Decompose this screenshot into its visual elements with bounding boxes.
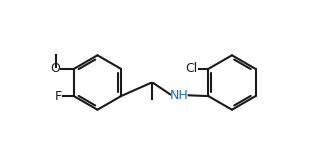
Text: NH: NH	[170, 89, 189, 102]
Text: Cl: Cl	[185, 62, 198, 75]
Text: O: O	[50, 62, 60, 75]
Text: F: F	[55, 90, 62, 103]
